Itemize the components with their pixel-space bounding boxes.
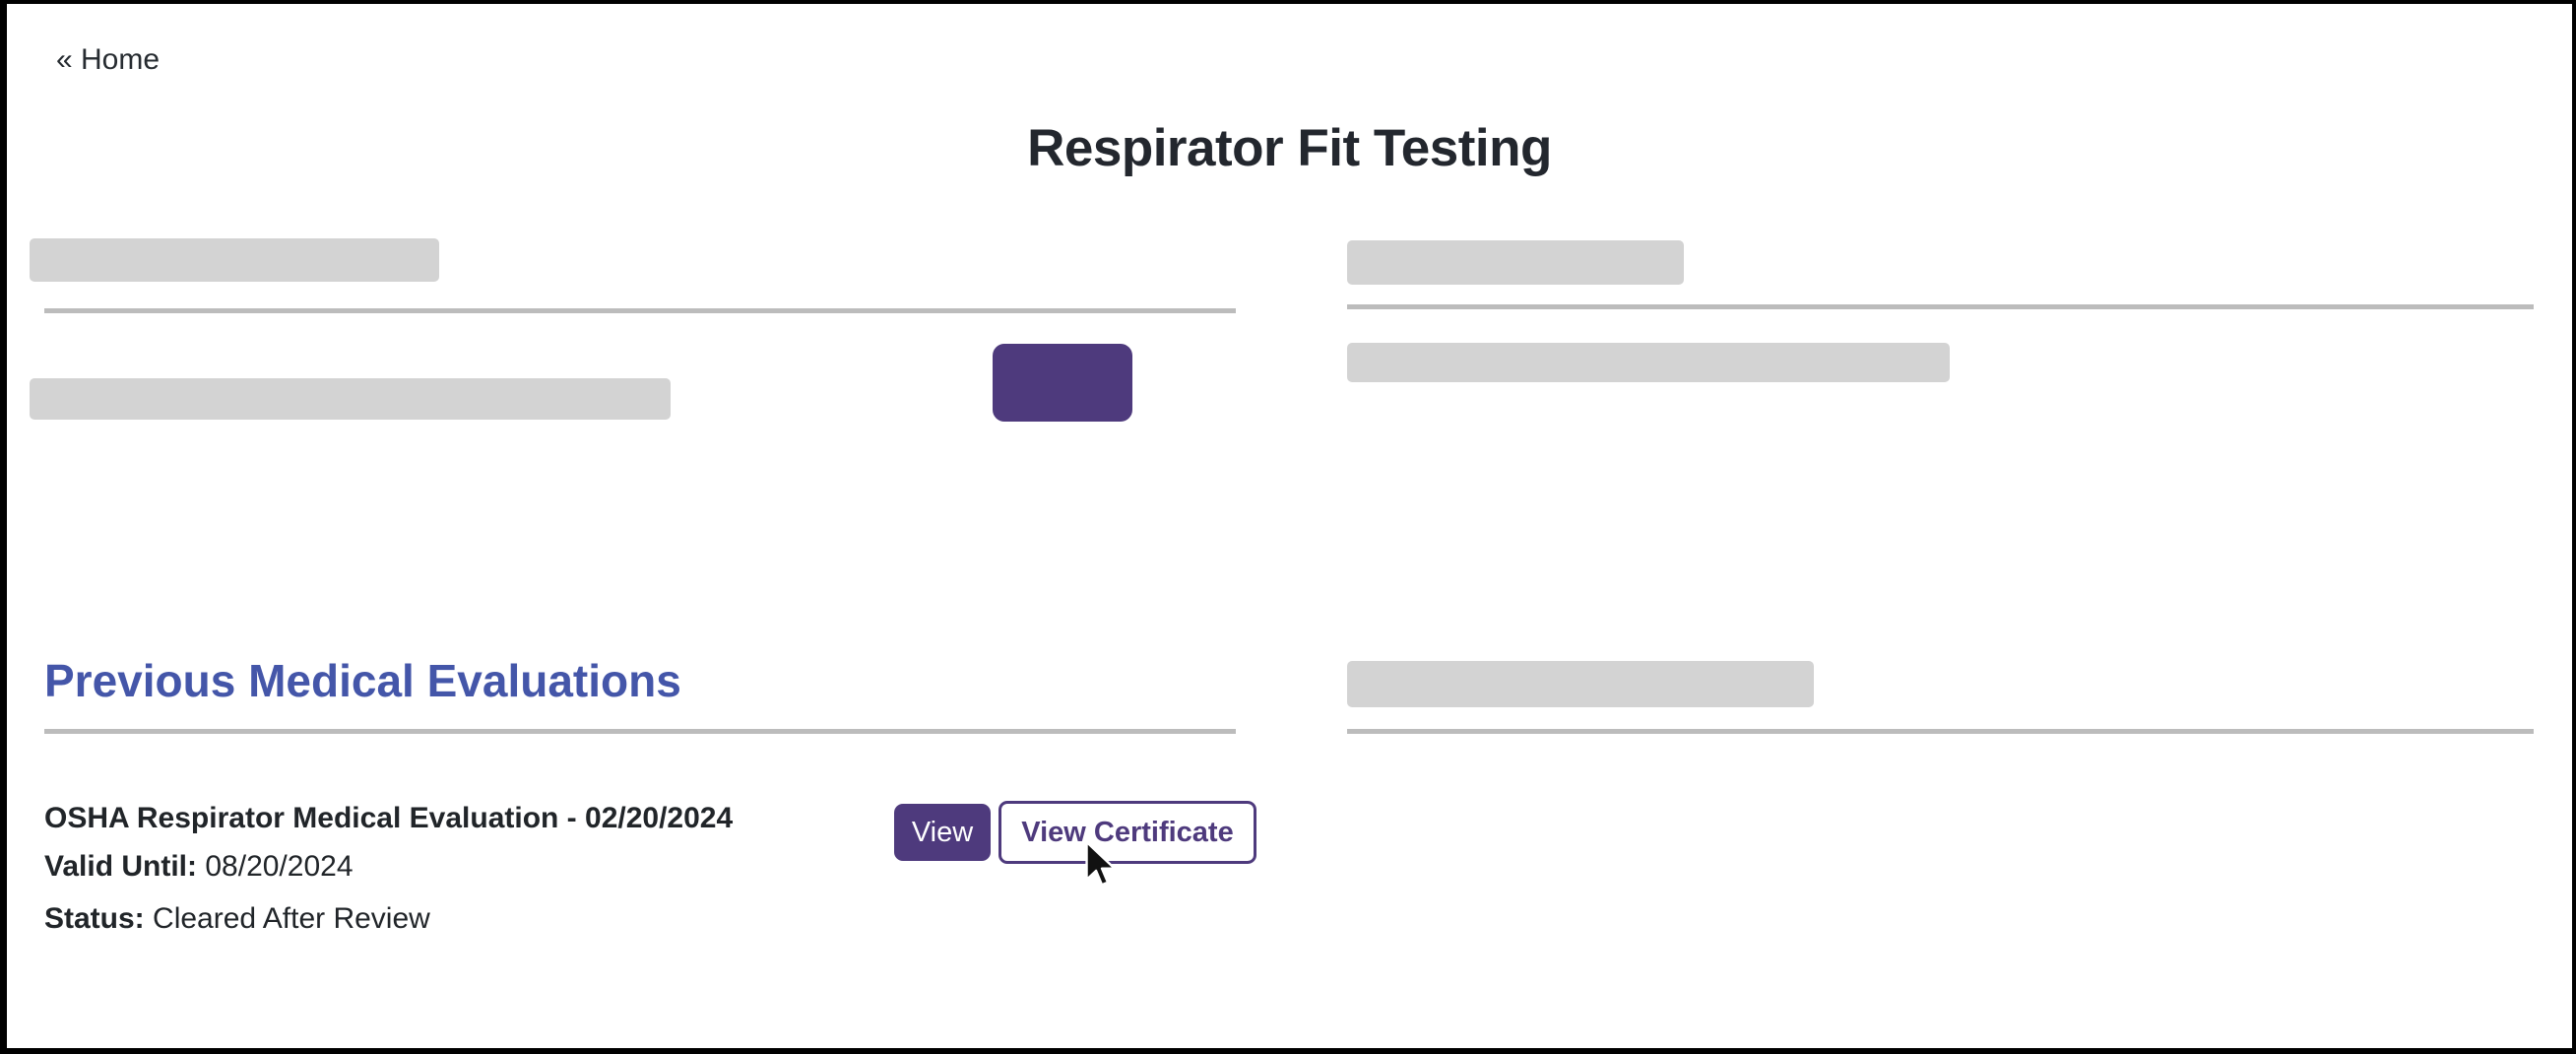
skeleton-label-left-2 — [30, 378, 671, 420]
evaluation-valid-until: Valid Until: 08/20/2024 — [44, 850, 354, 884]
skeleton-label-right-1 — [1347, 240, 1684, 285]
divider-right-top — [1347, 304, 2534, 309]
home-back-link[interactable]: « Home — [56, 43, 161, 76]
valid-until-label: Valid Until: — [44, 850, 198, 883]
skeleton-label-right-2 — [1347, 343, 1950, 382]
skeleton-label-right-3 — [1347, 661, 1814, 707]
status-value: Cleared After Review — [153, 902, 430, 935]
divider-right-bottom — [1347, 729, 2534, 734]
primary-action-button[interactable] — [993, 344, 1132, 422]
divider-left-bottom — [44, 729, 1236, 734]
evaluation-status: Status: Cleared After Review — [44, 902, 430, 936]
valid-until-value: 08/20/2024 — [205, 850, 354, 883]
view-certificate-button[interactable]: View Certificate — [998, 801, 1256, 864]
status-label: Status: — [44, 902, 145, 935]
divider-left-top — [44, 308, 1236, 313]
previous-evaluations-heading: Previous Medical Evaluations — [44, 655, 681, 706]
skeleton-label-left-1 — [30, 238, 439, 282]
evaluation-title: OSHA Respirator Medical Evaluation - 02/… — [44, 802, 734, 834]
view-button[interactable]: View — [894, 804, 991, 861]
page-title: Respirator Fit Testing — [1027, 119, 1552, 177]
